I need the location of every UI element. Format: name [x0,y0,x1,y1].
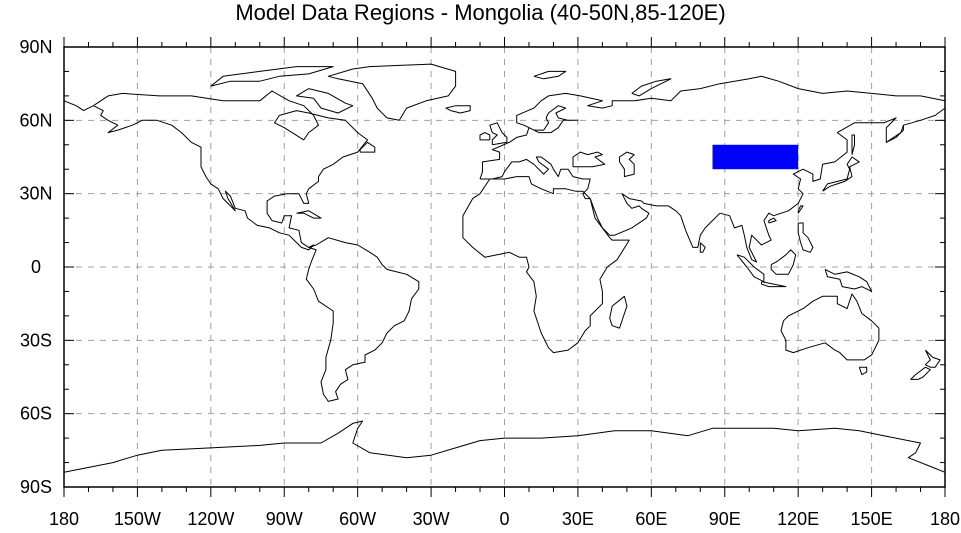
x-tick-label: 60W [339,509,376,529]
coastline-greenland [327,63,457,121]
x-tick-label: 90W [266,509,303,529]
coastline-antarctica [63,420,946,473]
tick-marks [63,37,946,497]
coastline-south-america [305,237,420,402]
coastline-black-sea [572,151,606,168]
x-tick-label: 120W [187,509,234,529]
y-tick-label: 60S [20,404,52,424]
y-tick-label: 90N [19,37,52,57]
x-tick-label: 0 [499,509,509,529]
coastline-alaska-wrap [63,100,94,112]
coastline-borneo [770,249,797,275]
x-tick-label: 30E [562,509,594,529]
y-tick-label: 0 [31,257,41,277]
coastline-eurasia [479,75,946,263]
coastline-hainan [768,217,777,224]
x-tick-label: 150E [851,509,893,529]
coastline-canada-islands [210,66,334,87]
coastline-sri-lanka [699,242,706,253]
coastline-australia [780,293,880,361]
x-tick-label: 180 [49,509,79,529]
x-tick-label: 120E [777,509,819,529]
coastline-newfoundland [359,141,376,153]
coastline-uk [489,122,508,146]
coastline-java [761,281,787,288]
coastline-nz-south [910,366,931,380]
coastline-africa [462,176,630,354]
x-tick-label: 150W [114,509,161,529]
coastline-new-zealand [924,349,941,368]
coastline-north-america [93,90,368,251]
map-title: Model Data Regions - Mongolia (40-50N,85… [235,0,726,25]
mongolia-region-box [712,144,799,170]
coastline-japan [822,156,860,192]
coastline-novaya-zemlya [631,78,672,97]
gridlines [64,47,945,487]
coastline-caspian [619,151,635,178]
y-tick-label: 90S [20,477,52,497]
coastlines [63,63,946,473]
coastline-svalbard [533,70,567,80]
x-tick-label: 180 [930,509,960,529]
coastline-madagascar [609,295,628,329]
y-tick-label: 60N [19,110,52,130]
coastline-kamchatka [886,125,904,143]
coastline-baffin [296,88,354,114]
coastline-ireland [479,132,491,141]
coastline-sakhalin [851,134,855,155]
coastline-iceland [445,105,471,114]
x-tick-label: 30W [413,509,450,529]
coastline-philippines [797,222,814,253]
x-tick-label: 60E [635,509,667,529]
y-tick-label: 30N [19,184,52,204]
coastline-taiwan [797,205,804,214]
coastline-cuba [296,210,322,219]
coastline-sumatra [736,254,765,283]
coastline-tasmania [858,366,868,376]
tick-labels: 180 150W 120W 90W 60W 30W 0 30E 60E 90E 120E 150E 18… [19,37,960,529]
y-tick-label: 30S [20,330,52,350]
coastline-new-guinea [824,268,873,292]
x-tick-label: 90E [709,509,741,529]
